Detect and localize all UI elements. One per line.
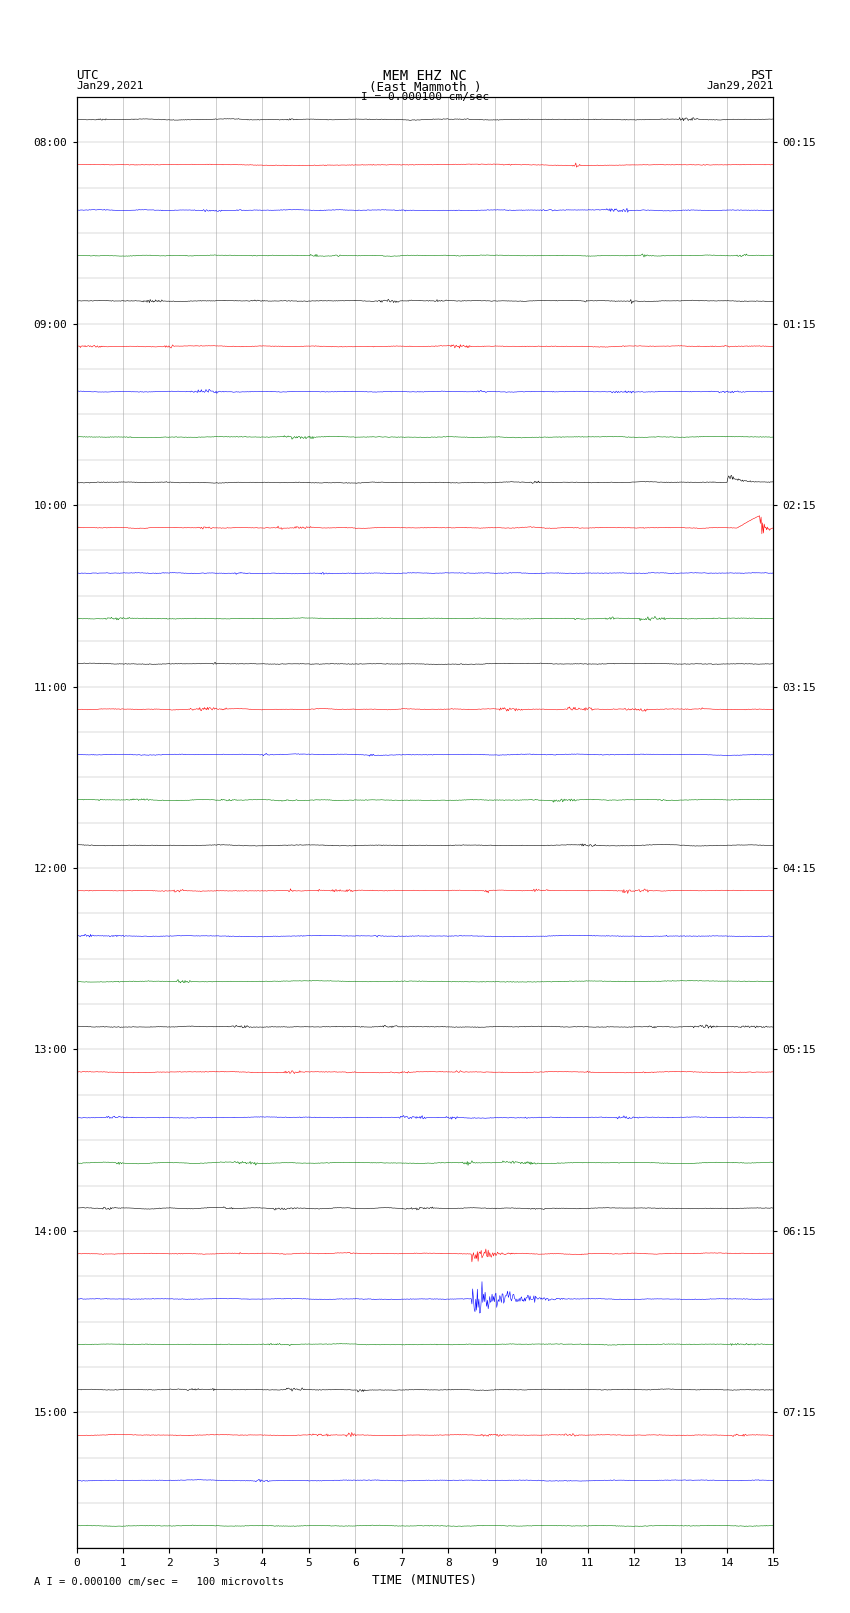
Text: PST: PST: [751, 69, 774, 82]
Text: UTC: UTC: [76, 69, 99, 82]
Text: A I = 0.000100 cm/sec =   100 microvolts: A I = 0.000100 cm/sec = 100 microvolts: [34, 1578, 284, 1587]
Text: (East Mammoth ): (East Mammoth ): [369, 81, 481, 94]
Text: Jan29,2021: Jan29,2021: [76, 81, 144, 90]
X-axis label: TIME (MINUTES): TIME (MINUTES): [372, 1574, 478, 1587]
Text: Jan29,2021: Jan29,2021: [706, 81, 774, 90]
Text: I = 0.000100 cm/sec: I = 0.000100 cm/sec: [361, 92, 489, 102]
Text: MEM EHZ NC: MEM EHZ NC: [383, 69, 467, 84]
